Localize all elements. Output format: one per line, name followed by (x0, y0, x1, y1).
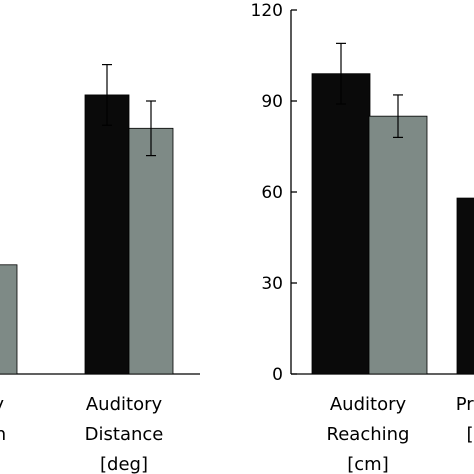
right-y-tick-label: 60 (261, 183, 283, 203)
right-y-tick-label: 0 (272, 365, 283, 385)
right-category-label: Reaching (327, 424, 410, 445)
right-y-tick-label: 90 (261, 92, 283, 112)
left-category-label: on (0, 424, 6, 445)
right-category-label: [ (466, 424, 473, 445)
left-bar (84, 94, 130, 375)
right-bar (456, 197, 474, 375)
left-category-label: [deg] (100, 454, 148, 474)
right-category-label: Auditory (330, 394, 407, 415)
right-bar (368, 115, 428, 375)
left-category-label: Auditory (86, 394, 163, 415)
left-bar (0, 264, 18, 375)
right-y-tick-label: 30 (261, 274, 283, 294)
right-panel: 0 30 60 90 120 Auditory Reaching [cm] Pro [ (251, 1, 474, 474)
right-bar (311, 73, 371, 375)
left-panel: ry on Auditory Distance [deg] (0, 63, 200, 474)
right-category-label: [cm] (347, 454, 388, 474)
left-category-label: ry (0, 394, 4, 415)
left-bar (128, 127, 174, 375)
right-y-tick-label: 120 (251, 1, 283, 21)
left-category-label: Distance (85, 424, 164, 445)
right-category-label: Pro (456, 394, 474, 415)
